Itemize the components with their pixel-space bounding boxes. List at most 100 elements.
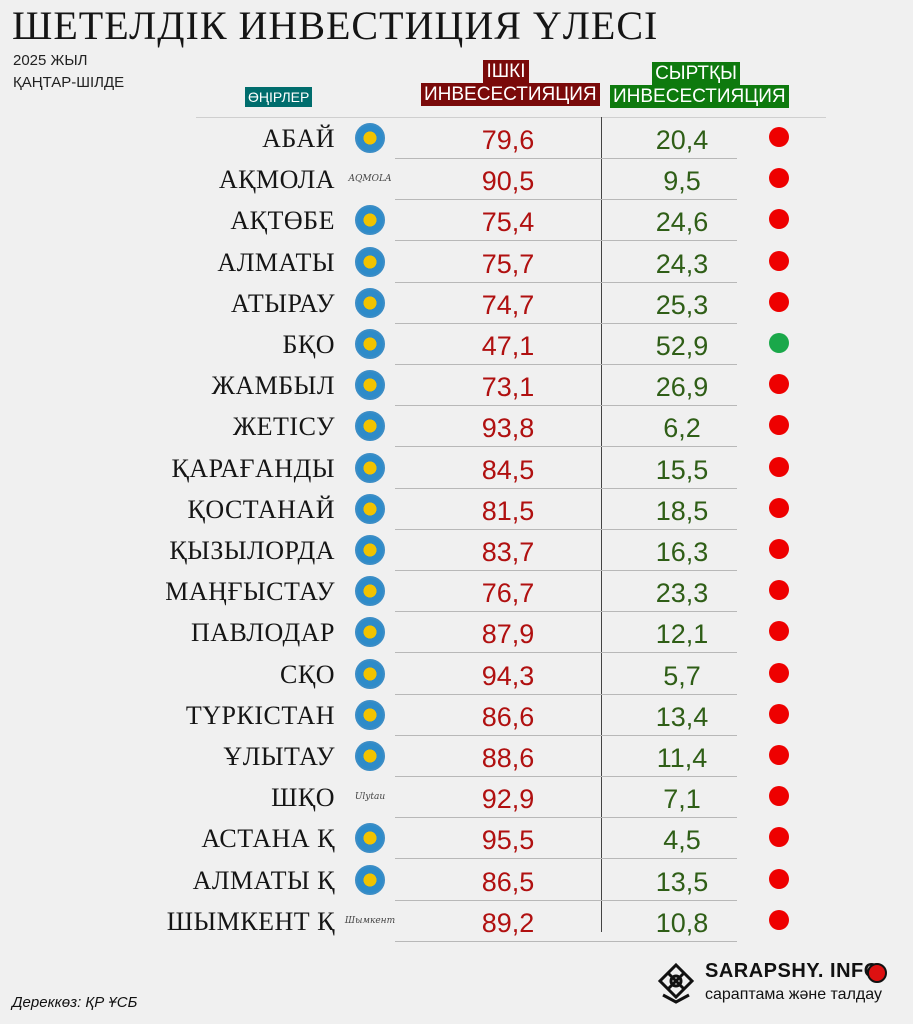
region-name: АСТАНА Қ [201,824,335,854]
table-row: ЖЕТІСУ 93,8 6,2 [0,406,913,448]
status-dot-icon [769,127,789,147]
region-emblem-icon [355,246,385,277]
status-dot-icon [769,250,789,271]
table-row: АСТАНА Қ 95,5 4,5 [0,818,913,860]
external-value: 20,4 [655,125,709,155]
region-emblem-icon [355,411,385,442]
region-column-header: ӨҢІРЛЕР [245,87,313,107]
external-value: 10,8 [655,907,709,938]
region-emblem-icon [355,823,385,854]
row-divider [395,446,737,448]
internal-value: 93,8 [481,413,535,444]
external-value: 13,4 [655,701,709,732]
table-row: АҚМОЛА AQMOLA 90,5 9,5 [0,159,913,201]
knot-logo-icon [657,962,695,1004]
region-emblem-icon: AQMOLA [348,174,392,185]
page-title: ШЕТЕЛДІК ИНВЕСТИЦИЯ ҮЛЕСІ [12,3,659,48]
table-row: ТҮРКІСТАН 86,6 13,4 [0,695,913,736]
status-dot-icon [769,333,789,353]
row-divider [395,858,737,860]
table-row: АЛМАТЫ Қ 86,5 13,5 [0,860,913,901]
region-name: АҚТӨБЕ [230,206,335,236]
region-name: ШЫМКЕНТ Қ [166,906,335,936]
status-dot-icon [769,539,789,559]
external-value: 23,3 [655,578,709,609]
external-value: 5,7 [663,660,701,691]
row-divider [395,528,737,530]
region-emblem-icon [355,535,385,565]
internal-value: 75,7 [481,248,535,279]
row-divider [395,240,737,242]
row-divider [395,405,737,407]
status-dot-icon [769,909,789,930]
internal-header-line2: ИНВЕСЕСТИЯЦИЯ [421,83,600,106]
internal-value: 76,7 [481,578,535,609]
status-dot-icon [769,662,789,683]
external-value: 12,1 [655,619,709,650]
internal-value: 88,6 [481,743,535,773]
region-emblem-icon [355,370,385,401]
status-dot-icon [769,745,789,765]
external-value: 16,3 [655,537,709,567]
internal-value: 86,6 [481,701,535,732]
region-name: ҰЛЫТАУ [223,742,335,771]
region-emblem-icon: Ulytau [354,792,386,803]
table-row: АЛМАТЫ 75,7 24,3 [0,242,913,283]
row-divider [395,487,737,489]
table-row: МАҢҒЫСТАУ 76,7 23,3 [0,571,913,613]
status-dot-icon [769,786,789,807]
status-dot-icon [769,456,789,477]
column-divider [601,117,602,932]
internal-value: 83,7 [481,537,535,567]
table-row: БҚО 47,1 52,9 [0,324,913,365]
region-name: ЖЕТІСУ [232,412,335,442]
row-divider [395,693,737,695]
brand-tagline: сараптама және талдау [705,986,882,1003]
external-value: 11,4 [656,743,708,773]
external-value: 9,5 [663,166,701,197]
region-name: СҚО [280,659,335,689]
row-divider [395,322,737,324]
table-top-divider [196,117,826,118]
external-value: 18,5 [655,495,709,526]
internal-header-line1: ІШКІ [483,60,529,83]
region-name: АҚМОЛА [218,165,335,195]
row-divider [395,364,737,365]
status-dot-icon [769,291,789,312]
table-row: ЖАМБЫЛ 73,1 26,9 [0,365,913,407]
internal-value: 90,5 [481,166,535,197]
region-name: АБАЙ [262,124,335,153]
region-name: МАҢҒЫСТАУ [165,577,335,607]
region-name: ҚОСТАНАЙ [187,494,335,524]
external-header-line1: СЫРТҚЫ [652,62,740,85]
region-emblem-icon [355,699,385,730]
internal-value: 86,5 [481,866,535,897]
region-emblem-icon [355,658,385,689]
table-row: ШЫМКЕНТ Қ Шымкент 89,2 10,8 [0,901,913,942]
external-value: 13,5 [655,866,709,897]
row-divider [395,734,737,736]
row-divider [395,199,737,201]
external-value: 4,5 [663,825,701,856]
region-emblem-icon: Шымкент [344,915,396,926]
table-row: ҚАРАҒАНДЫ 84,5 15,5 [0,448,913,489]
region-emblem-icon [355,741,385,771]
internal-value: 75,4 [481,207,535,238]
region-name: ТҮРКІСТАН [185,700,335,730]
internal-value: 73,1 [481,372,535,403]
row-divider [395,776,737,777]
internal-value: 47,1 [481,331,535,361]
row-divider [395,158,737,159]
status-dot-icon [769,827,789,848]
row-divider [395,940,737,942]
region-emblem-icon [355,576,385,607]
region-emblem-icon [355,864,385,895]
subtitle-year: 2025 ЖЫЛ [13,52,88,69]
region-name: АТЫРАУ [230,288,335,318]
table-row: ҰЛЫТАУ 88,6 11,4 [0,736,913,777]
status-dot-icon [769,868,789,889]
internal-value: 74,7 [481,289,535,320]
region-emblem-icon [355,617,385,648]
external-value: 24,6 [655,207,709,238]
row-divider [395,652,737,654]
